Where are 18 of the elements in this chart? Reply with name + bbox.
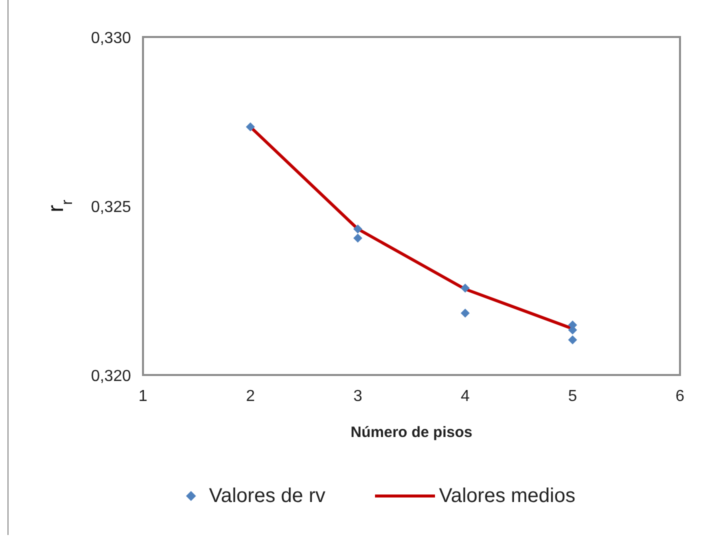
x-tick-label: 4 [460, 388, 470, 405]
x-axis-title: Número de pisos [350, 424, 472, 441]
x-tick-label: 2 [246, 388, 255, 405]
x-tick-label: 1 [138, 388, 148, 405]
y-tick-label: 0,320 [90, 368, 132, 385]
y-tick-label: 0,325 [90, 199, 132, 216]
point [568, 335, 578, 344]
point [353, 224, 362, 234]
point [460, 308, 470, 318]
legend-label: Valores de rv [209, 485, 326, 507]
x-tick-label: 6 [676, 388, 685, 405]
y-tick-label: 0,330 [90, 30, 132, 47]
x-tick-label: 5 [568, 388, 578, 405]
point [353, 234, 362, 243]
x-tick-label: 3 [353, 388, 362, 405]
point [460, 284, 470, 293]
point [246, 122, 255, 132]
legend-label: Valores medios [439, 485, 576, 507]
